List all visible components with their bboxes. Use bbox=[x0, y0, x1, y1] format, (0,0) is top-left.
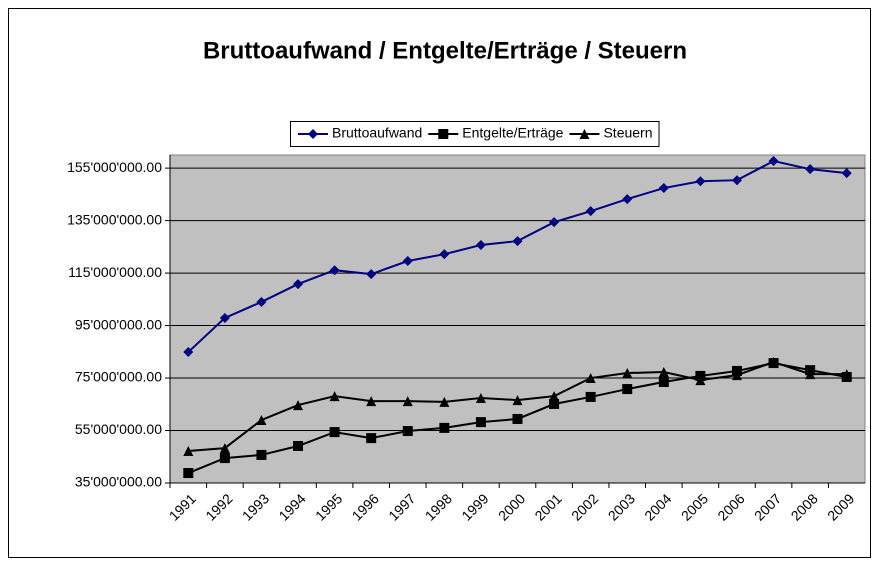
marker bbox=[329, 391, 340, 402]
y-tick-label: 55'000'000.00 bbox=[75, 421, 162, 437]
marker bbox=[475, 240, 486, 251]
plot-area bbox=[169, 154, 866, 484]
marker bbox=[512, 413, 523, 424]
y-tick-label: 75'000'000.00 bbox=[75, 369, 162, 385]
marker bbox=[219, 443, 230, 454]
marker bbox=[438, 129, 449, 139]
marker bbox=[695, 375, 706, 386]
marker bbox=[293, 441, 304, 452]
marker bbox=[293, 279, 304, 290]
marker bbox=[805, 369, 816, 380]
marker bbox=[805, 164, 816, 175]
marker bbox=[439, 422, 450, 433]
marker bbox=[439, 249, 450, 260]
marker bbox=[329, 265, 340, 276]
marker bbox=[475, 417, 486, 428]
marker bbox=[768, 156, 779, 167]
marker bbox=[622, 384, 633, 395]
marker bbox=[549, 217, 560, 228]
marker bbox=[658, 376, 669, 387]
marker bbox=[366, 396, 377, 407]
marker bbox=[366, 269, 377, 280]
marker bbox=[585, 373, 596, 384]
marker bbox=[731, 370, 742, 381]
legend-label: Bruttoaufwand bbox=[332, 125, 422, 141]
marker bbox=[841, 168, 852, 179]
marker bbox=[439, 396, 450, 407]
y-tick-label: 35'000'000.00 bbox=[75, 474, 162, 490]
marker bbox=[549, 399, 560, 410]
marker bbox=[256, 415, 267, 426]
y-tick-label: 135'000'000.00 bbox=[67, 211, 162, 227]
y-tick-label: 115'000'000.00 bbox=[68, 264, 162, 280]
marker bbox=[219, 453, 230, 464]
marker bbox=[402, 396, 413, 407]
marker bbox=[293, 400, 304, 411]
marker bbox=[841, 369, 852, 380]
marker bbox=[308, 129, 318, 139]
marker bbox=[183, 468, 194, 479]
marker bbox=[695, 176, 706, 187]
y-tick-label: 155'000'000.00 bbox=[67, 159, 162, 175]
marker bbox=[658, 183, 669, 194]
chart-title: Bruttoaufwand / Entgelte/Erträge / Steue… bbox=[203, 37, 687, 64]
y-tick-label: 95'000'000.00 bbox=[75, 316, 162, 332]
marker bbox=[579, 129, 590, 139]
legend-label: Entgelte/Erträge bbox=[462, 125, 563, 141]
marker bbox=[183, 445, 194, 456]
marker bbox=[585, 391, 596, 402]
marker bbox=[549, 391, 560, 402]
marker bbox=[402, 256, 413, 267]
legend-label: Steuern bbox=[603, 125, 652, 141]
marker bbox=[585, 206, 596, 217]
marker bbox=[622, 194, 633, 205]
marker bbox=[402, 426, 413, 437]
marker bbox=[256, 296, 267, 307]
marker bbox=[329, 427, 340, 438]
marker bbox=[256, 449, 267, 460]
marker bbox=[658, 367, 669, 378]
marker bbox=[366, 433, 377, 444]
marker bbox=[475, 392, 486, 403]
marker bbox=[219, 312, 230, 323]
marker bbox=[768, 357, 779, 368]
marker bbox=[512, 395, 523, 406]
marker bbox=[622, 368, 633, 379]
marker bbox=[512, 236, 523, 247]
marker bbox=[731, 175, 742, 186]
marker bbox=[183, 347, 194, 358]
